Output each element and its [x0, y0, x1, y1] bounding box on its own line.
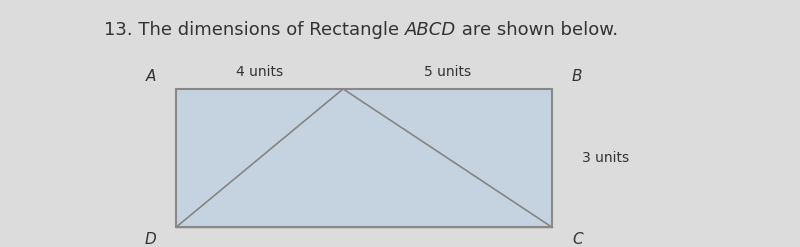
Text: ABCD: ABCD [405, 21, 456, 39]
Text: C: C [572, 232, 582, 247]
Text: 5 units: 5 units [424, 65, 471, 79]
Text: A: A [146, 69, 156, 84]
Polygon shape [176, 89, 552, 227]
Text: 3 units: 3 units [582, 151, 629, 165]
Text: 13. The dimensions of Rectangle: 13. The dimensions of Rectangle [104, 21, 405, 39]
Text: B: B [572, 69, 582, 84]
Polygon shape [176, 89, 552, 227]
Text: 4 units: 4 units [236, 65, 283, 79]
Text: D: D [144, 232, 156, 247]
Text: are shown below.: are shown below. [456, 21, 618, 39]
